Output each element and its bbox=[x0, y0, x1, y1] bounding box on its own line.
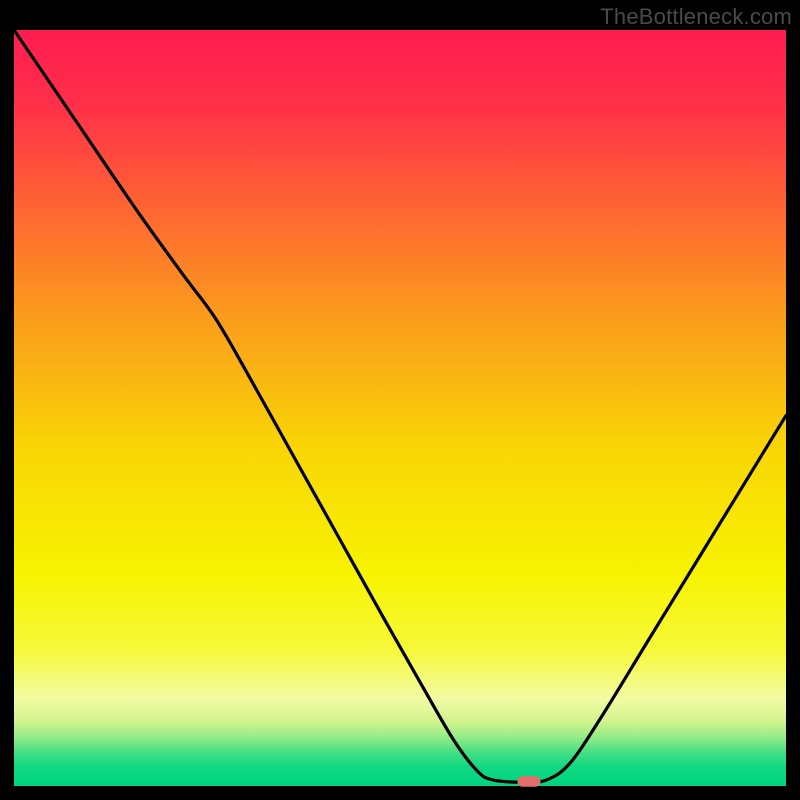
watermark-text: TheBottleneck.com bbox=[600, 4, 792, 30]
bottleneck-chart bbox=[0, 0, 800, 800]
optimal-marker bbox=[517, 776, 540, 787]
gradient-background bbox=[14, 30, 786, 786]
chart-stage: TheBottleneck.com bbox=[0, 0, 800, 800]
